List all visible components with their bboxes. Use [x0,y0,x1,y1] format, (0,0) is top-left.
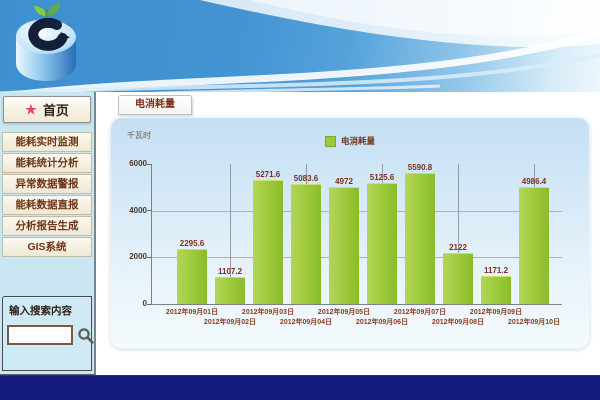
bar [291,184,321,304]
main-content: 电消耗量 千瓦时 电消耗量 0 2000 4000 6000 2295.6 2012年09… [96,92,600,375]
x-axis-label: 2012年09月06日 [355,319,409,326]
x-axis-label: 2012年09月01日 [165,309,219,316]
sidebar-item-gis-system[interactable]: GIS系统 [2,237,92,257]
y-axis-tick-label: 6000 [129,159,147,168]
bar [481,276,511,304]
x-axis-label: 2012年09月03日 [241,309,295,316]
sidebar-item-statistics-analysis[interactable]: 能耗统计分析 [2,153,92,173]
y-axis-tick [147,163,152,165]
bar [443,253,473,304]
chart-legend: 电消耗量 [324,135,376,147]
search-panel: 输入搜索内容 [2,296,94,371]
sidebar-item-data-direct-report[interactable]: 能耗数据直报 [2,195,92,215]
x-axis-label: 2012年09月08日 [431,319,485,326]
sidebar-item-abnormal-data-alarm[interactable]: 异常数据警报 [2,174,92,194]
sidebar-home-label: 首页 [42,103,69,118]
app-logo-icon [16,3,76,81]
gridline-vertical [458,164,459,304]
sidebar-item-realtime-monitoring[interactable]: 能耗实时监测 [2,132,92,152]
search-label: 输入搜索内容 [9,305,72,317]
chart-panel: 千瓦时 电消耗量 0 2000 4000 6000 2295.6 2012年09月01日 1… [110,117,590,349]
bar-value-label: 1171.2 [483,266,509,275]
search-input[interactable] [7,325,73,345]
bar-value-label: 5083.6 [293,174,319,183]
y-axis-tick [147,210,152,212]
y-axis-tick [147,303,152,305]
bar-value-label: 2295.6 [179,239,205,248]
search-icon[interactable] [77,327,94,344]
bar [215,277,245,304]
sidebar: ★ 首页 能耗实时监测 能耗统计分析 异常数据警报 能耗数据直报 分析报告生成 … [0,92,96,375]
gridline-vertical [230,164,231,304]
app-header [0,0,600,92]
bar-value-label: 5271.6 [255,170,281,179]
bar [253,180,283,304]
x-axis-label: 2012年09月09日 [469,309,523,316]
bar-value-label: 4972 [335,177,353,186]
bar-chart-plot-area: 0 2000 4000 6000 2295.6 2012年09月01日 1107.2 2012… [129,159,562,326]
y-axis-tick-label: 4000 [129,205,147,215]
x-axis-label: 2012年09月05日 [317,309,371,316]
header-swoosh-decoration [0,0,600,92]
y-axis-tick [147,256,152,258]
bar [177,249,207,304]
star-icon: ★ [25,102,37,117]
sidebar-item-home[interactable]: ★ 首页 [3,96,91,123]
legend-label: 电消耗量 [340,136,376,146]
bar [519,187,549,304]
bar-value-label: 4986.4 [521,177,547,186]
x-axis-label: 2012年09月04日 [279,319,333,326]
y-axis-title: 千瓦时 [127,131,151,140]
x-axis-label: 2012年09月07日 [393,309,447,316]
sidebar-item-analysis-report[interactable]: 分析报告生成 [2,216,92,236]
bar-value-label: 5590.8 [407,163,433,172]
x-axis-label: 2012年09月02日 [203,319,257,326]
tab-electricity-consumption[interactable]: 电消耗量 [118,95,192,115]
bar-value-label: 1107.2 [217,267,243,276]
bar [329,187,359,304]
footer-bar [0,375,600,400]
y-axis-tick-label: 0 [142,299,147,308]
x-axis-label: 2012年09月10日 [507,319,561,326]
y-axis-tick-label: 2000 [129,252,147,262]
bar-value-label: 5125.6 [369,173,395,182]
bar [405,173,435,304]
bar-value-label: 2122 [449,243,467,252]
legend-swatch-icon [324,135,336,147]
bar [367,183,397,304]
